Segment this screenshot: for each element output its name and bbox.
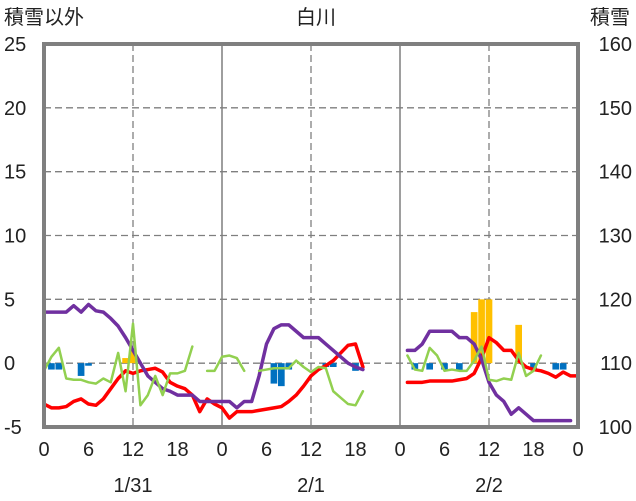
x-tick-label: 6 [439,439,450,461]
blue-bar [411,363,419,370]
x-tick-label: 12 [300,439,322,461]
right-y-tick-label: 150 [599,98,632,120]
green-series-line [42,322,194,407]
x-tick-label: 0 [572,439,583,461]
right-y-tick-label: 110 [600,353,632,375]
right-y-tick-label: 160 [599,34,632,56]
day-label: 2/2 [475,475,503,497]
left-y-tick-label: 20 [4,98,26,120]
blue-bar [559,363,567,370]
green-series-line [406,345,543,383]
orange-bar [478,299,485,364]
blue-bar [55,363,63,370]
orange-bar [515,324,523,364]
bars [48,299,567,387]
red-series-line [42,342,365,420]
x-tick-label: 0 [38,439,49,461]
orange-bar [129,350,137,364]
right-y-tick-label: 100 [599,417,632,439]
right-y-tick-label: 120 [599,289,632,311]
blue-bar [277,363,285,387]
blue-bar [455,363,463,371]
right-axis-label: 積雪 [590,6,630,29]
blue-bar [77,363,85,376]
x-tick-label: 6 [83,439,94,461]
x-tick-label: 18 [166,439,188,461]
grid-lines [44,44,578,427]
x-tick-label: 6 [261,439,272,461]
x-tick-label: 0 [394,439,405,461]
blue-bar [441,363,448,370]
left-y-tick-label: 0 [4,353,15,375]
x-tick-label: 0 [216,439,227,461]
green-series-line [205,354,246,373]
orange-bar [470,312,478,364]
blue-bar [48,363,55,370]
blue-bar [285,363,293,370]
blue-bar [85,363,92,366]
plot-frame [42,42,580,429]
orange-bar [122,358,129,364]
day-label: 2/1 [297,475,325,497]
x-tick-label: 12 [122,439,144,461]
orange-bar [485,299,493,364]
red-series-line [405,335,580,385]
right-y-tick-label: 130 [599,226,632,248]
x-tick-label: 12 [478,439,500,461]
left-y-tick-label: 5 [4,289,15,311]
blue-bar [552,363,560,370]
left-y-tick-label: 10 [4,226,26,248]
x-tick-label: 18 [344,439,366,461]
left-axis-label: 積雪以外 [4,6,84,29]
green-series-line [257,359,365,407]
blue-bar [530,363,537,370]
x-tick-label: 18 [522,439,544,461]
right-y-tick-label: 140 [599,162,632,184]
blue-bar [270,363,278,384]
purple-series-line [42,302,365,410]
blue-bar [329,363,337,367]
blue-bar [426,363,434,370]
left-y-tick-label: 25 [4,34,26,56]
left-y-tick-label: -5 [4,417,22,439]
chart-title: 白川 [296,6,336,29]
purple-series-line [405,329,573,423]
left-y-tick-label: 15 [4,162,26,184]
day-label: 1/31 [114,475,153,497]
series-lines [42,302,580,423]
